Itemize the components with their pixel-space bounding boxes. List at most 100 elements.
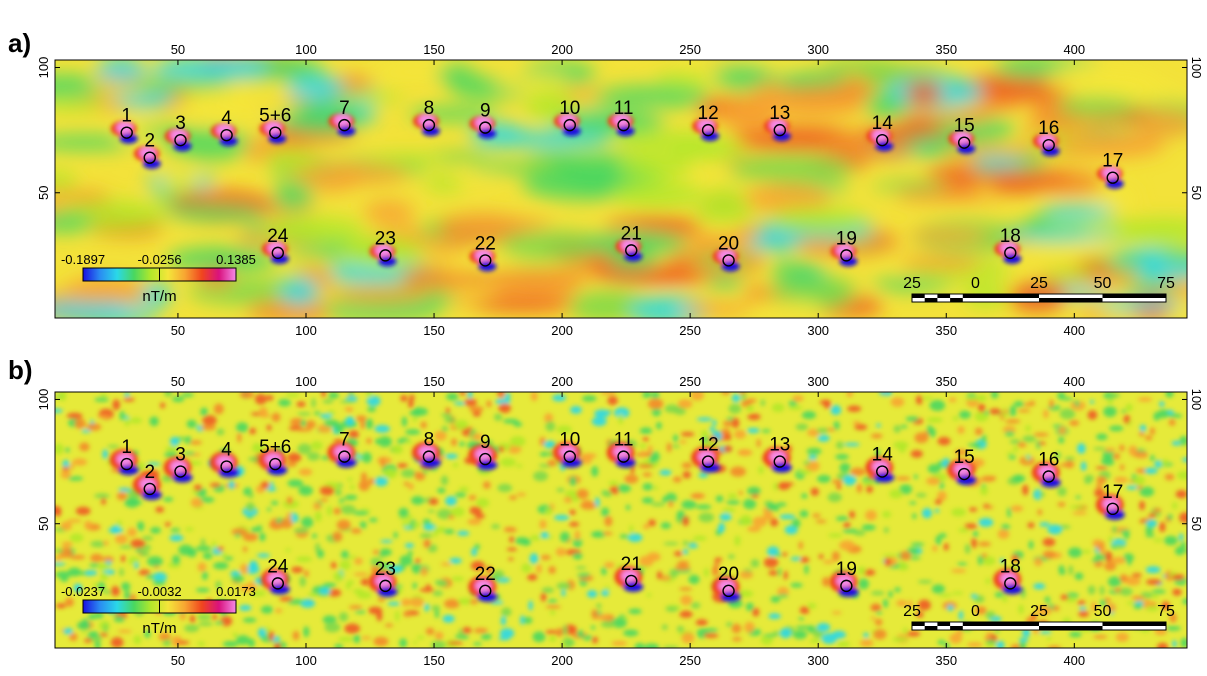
target-marker-5+6 xyxy=(269,126,282,139)
target-label-10: 10 xyxy=(559,430,580,451)
target-marker-16 xyxy=(1042,138,1055,152)
target-marker-8 xyxy=(422,450,436,463)
scale-label: 0 xyxy=(971,275,980,292)
target-marker-9 xyxy=(479,452,492,466)
target-label-5+6: 5+6 xyxy=(259,437,291,458)
x-tick-label-top: 200 xyxy=(551,42,573,57)
target-label-15: 15 xyxy=(954,447,975,468)
target-label-2: 2 xyxy=(144,131,155,152)
y-tick-label-left: 100 xyxy=(36,57,51,79)
scale-segment xyxy=(1102,294,1166,298)
target-marker-24 xyxy=(271,577,285,590)
scale-bar: 25 0 25 50 75 xyxy=(903,275,1175,303)
target-label-18: 18 xyxy=(1000,556,1021,577)
x-tick-label-top: 150 xyxy=(423,42,445,57)
x-tick-label-bottom: 50 xyxy=(171,323,185,338)
heatmap xyxy=(55,392,1187,648)
plot-frame xyxy=(54,391,1188,649)
x-tick-label-top: 50 xyxy=(171,374,185,389)
target-label-3: 3 xyxy=(175,445,186,466)
target-marker-11 xyxy=(617,118,630,132)
x-tick-label-top: 300 xyxy=(807,374,829,389)
target-label-8: 8 xyxy=(424,98,435,119)
target-label-10: 10 xyxy=(559,98,580,119)
scale-segment xyxy=(1102,622,1166,626)
target-label-5+6: 5+6 xyxy=(259,106,291,127)
scale-label: 75 xyxy=(1157,603,1175,620)
target-marker-5+6 xyxy=(269,457,282,471)
target-marker-10 xyxy=(563,450,576,463)
target-label-9: 9 xyxy=(480,432,491,453)
target-label-11: 11 xyxy=(614,98,634,119)
target-label-22: 22 xyxy=(475,564,496,585)
target-marker-13 xyxy=(773,123,786,137)
x-tick-label-top: 250 xyxy=(679,42,701,57)
target-marker-14 xyxy=(876,133,889,147)
scale-segment xyxy=(975,294,1039,298)
scale-label: 50 xyxy=(1094,275,1112,292)
y-tick-label-left: 50 xyxy=(36,186,51,200)
target-marker-1 xyxy=(120,126,133,139)
x-tick-label-bottom: 300 xyxy=(807,323,829,338)
target-marker-15 xyxy=(957,136,971,149)
target-label-20: 20 xyxy=(718,564,739,585)
colorbar-tick-label: -0.0256 xyxy=(137,252,181,267)
colorbar: -0.0237 -0.0032 0.0173 nT/m xyxy=(61,584,256,637)
x-tick-label-top: 400 xyxy=(1063,42,1085,57)
target-label-24: 24 xyxy=(267,556,289,577)
scale-label: 0 xyxy=(971,603,980,620)
target-marker-18 xyxy=(1004,577,1017,590)
panel-b: 5050100100150150200200250250300300350350… xyxy=(36,374,1204,668)
panel-b-label: b) xyxy=(8,355,33,385)
colorbar-tick-label: -0.0237 xyxy=(61,584,105,599)
target-label-4: 4 xyxy=(221,440,232,461)
x-tick-label-bottom: 350 xyxy=(935,653,957,668)
colorbar-unit: nT/m xyxy=(142,288,176,305)
target-label-2: 2 xyxy=(144,462,155,483)
panel-a: 5050100100150150200200250250300300350350… xyxy=(36,42,1204,338)
target-label-7: 7 xyxy=(339,430,350,451)
heatmap-texture xyxy=(55,60,1187,318)
scale-segment xyxy=(950,626,963,630)
colorbar-tick-label: 0.0173 xyxy=(216,584,256,599)
target-marker-15 xyxy=(957,467,971,481)
y-tick-label-right: 100 xyxy=(1189,389,1204,411)
target-marker-12 xyxy=(701,123,715,137)
target-marker-13 xyxy=(773,455,786,468)
target-label-13: 13 xyxy=(769,103,790,124)
target-label-14: 14 xyxy=(872,445,894,466)
target-marker-23 xyxy=(379,579,392,593)
target-marker-7 xyxy=(338,450,351,463)
scale-segment xyxy=(1039,298,1103,302)
x-tick-label-top: 300 xyxy=(807,42,829,57)
target-marker-21 xyxy=(625,574,638,588)
target-label-24: 24 xyxy=(267,226,289,247)
colorbar-tick-label: -0.1897 xyxy=(61,252,105,267)
scale-segment xyxy=(937,294,951,298)
colorbar: -0.1897 -0.0256 0.1385 nT/m xyxy=(61,252,256,305)
y-tick-label-left: 50 xyxy=(36,516,51,530)
target-marker-4 xyxy=(220,128,233,142)
scale-segment xyxy=(962,294,976,298)
x-tick-label-bottom: 100 xyxy=(295,653,317,668)
y-tick-label-right: 50 xyxy=(1189,186,1204,200)
x-tick-label-bottom: 150 xyxy=(423,653,445,668)
scale-segment xyxy=(937,622,951,626)
target-label-14: 14 xyxy=(872,113,894,134)
y-tick-label-left: 100 xyxy=(36,389,51,411)
target-label-23: 23 xyxy=(375,559,396,580)
target-label-1: 1 xyxy=(121,106,132,127)
target-label-1: 1 xyxy=(121,437,132,458)
scale-segment xyxy=(1039,626,1103,630)
x-tick-label-bottom: 200 xyxy=(551,323,573,338)
target-marker-23 xyxy=(379,249,392,262)
scale-label: 25 xyxy=(903,275,921,292)
x-tick-label-top: 150 xyxy=(423,374,445,389)
target-marker-7 xyxy=(338,118,351,132)
scale-label: 25 xyxy=(1030,275,1048,292)
target-marker-4 xyxy=(220,460,233,473)
x-tick-label-bottom: 350 xyxy=(935,323,957,338)
target-marker-12 xyxy=(701,455,715,468)
heatmap xyxy=(55,60,1187,318)
target-label-12: 12 xyxy=(698,103,719,124)
